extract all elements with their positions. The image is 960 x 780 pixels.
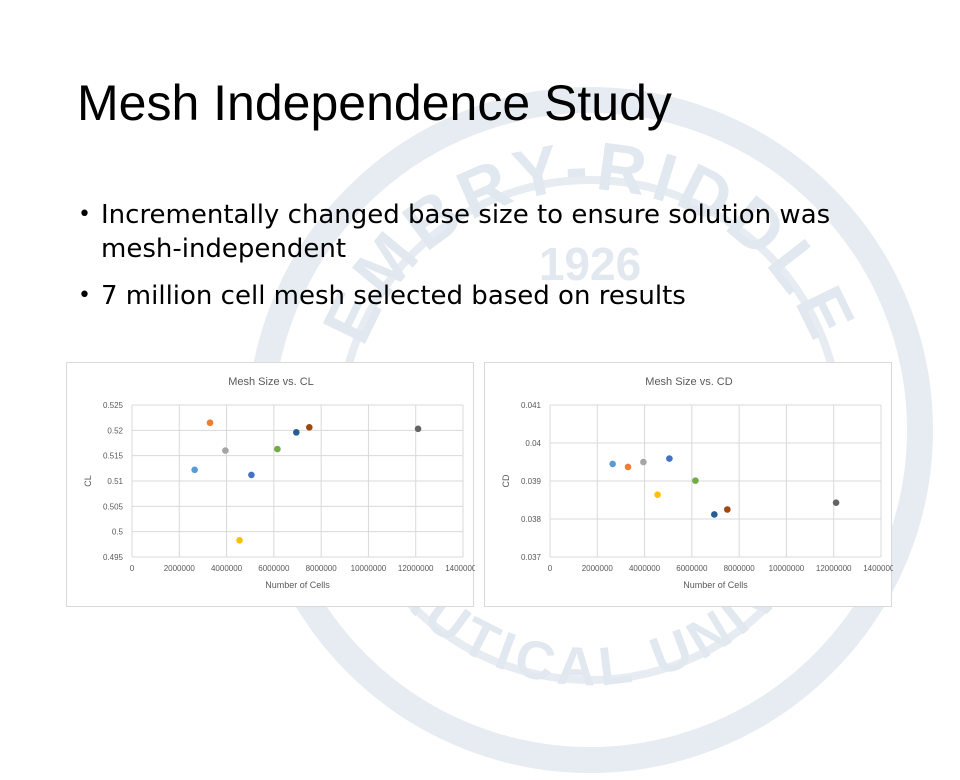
- bullet-item: Incrementally changed base size to ensur…: [78, 198, 898, 266]
- data-point: [724, 506, 731, 513]
- y-tick-label: 0.038: [521, 515, 542, 524]
- x-tick-label: 12000000: [398, 564, 434, 573]
- x-tick-label: 4000000: [629, 564, 661, 573]
- bullet-item: 7 million cell mesh selected based on re…: [78, 279, 898, 313]
- data-point: [206, 419, 214, 427]
- x-tick-label: 8000000: [306, 564, 338, 573]
- data-point: [236, 536, 243, 544]
- y-tick-label: 0.52: [107, 426, 123, 435]
- cl-chart-svg: Mesh Size vs. CL 0.495 0.5 0.505 0.51 0.515 0.…: [83, 376, 475, 590]
- data-point: [711, 511, 718, 518]
- bullet-list: Incrementally changed base size to ensur…: [78, 198, 898, 326]
- x-tick-label: 6000000: [258, 564, 290, 573]
- y-tick-label: 0.04: [525, 439, 541, 448]
- y-tick-label: 0.525: [103, 401, 124, 410]
- cd-chart-svg: Mesh Size vs. CD 0.037 0.038 0.039 0.04 0.041…: [501, 376, 893, 590]
- cl-chart: Mesh Size vs. CL 0.495 0.5 0.505 0.51 0.515 0.…: [66, 362, 475, 607]
- x-tick-label: 8000000: [724, 564, 756, 573]
- x-tick-label: 2000000: [582, 564, 614, 573]
- data-point: [306, 423, 313, 431]
- y-tick-label: 0.037: [521, 553, 542, 562]
- x-axis-label: Number of Cells: [265, 580, 330, 590]
- y-axis-label: CD: [501, 474, 511, 487]
- cd-chart: Mesh Size vs. CD 0.037 0.038 0.039 0.04 0.041…: [484, 362, 893, 607]
- data-point: [640, 458, 647, 466]
- x-tick-label: 10000000: [769, 564, 805, 573]
- data-point: [832, 499, 840, 506]
- x-tick-label: 10000000: [351, 564, 387, 573]
- data-point: [248, 471, 255, 479]
- data-point: [274, 445, 281, 453]
- data-point: [666, 455, 673, 462]
- data-point: [222, 447, 229, 454]
- x-tick-label: 0: [130, 564, 135, 573]
- y-tick-label: 0.041: [521, 401, 542, 410]
- x-tick-label: 0: [548, 564, 553, 573]
- y-tick-label: 0.039: [521, 477, 542, 486]
- data-point: [624, 463, 632, 471]
- y-tick-label: 0.51: [107, 477, 123, 486]
- data-point: [191, 466, 198, 474]
- data-point: [293, 429, 300, 436]
- data-point: [692, 477, 699, 484]
- x-axis-label: Number of Cells: [683, 580, 748, 590]
- x-tick-label: 6000000: [676, 564, 708, 573]
- data-point: [414, 425, 422, 433]
- x-tick-label: 12000000: [816, 564, 852, 573]
- chart-title: Mesh Size vs. CL: [228, 376, 314, 388]
- x-tick-label: 2000000: [164, 564, 196, 573]
- data-point: [654, 491, 661, 498]
- y-tick-label: 0.5: [112, 528, 124, 537]
- slide-title: Mesh Independence Study: [77, 75, 672, 131]
- y-tick-label: 0.505: [103, 502, 124, 511]
- x-tick-label: 14000000: [863, 564, 893, 573]
- x-tick-label: 14000000: [445, 564, 475, 573]
- y-tick-label: 0.495: [103, 553, 124, 562]
- y-axis-label: CL: [83, 475, 93, 487]
- data-point: [609, 460, 616, 468]
- chart-title: Mesh Size vs. CD: [645, 376, 732, 388]
- y-tick-label: 0.515: [103, 452, 124, 461]
- x-tick-label: 4000000: [211, 564, 243, 573]
